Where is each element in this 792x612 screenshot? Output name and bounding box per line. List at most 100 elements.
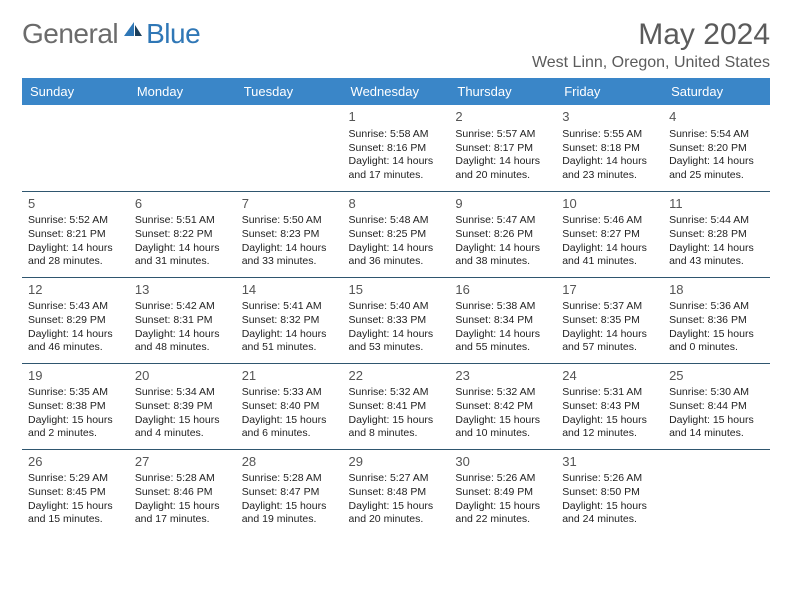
day-header: Friday xyxy=(556,78,663,105)
calendar-body: 1Sunrise: 5:58 AMSunset: 8:16 PMDaylight… xyxy=(22,105,770,535)
day-number: 12 xyxy=(28,282,123,299)
daylight-line2: and 33 minutes. xyxy=(242,255,337,269)
calendar-cell: 27Sunrise: 5:28 AMSunset: 8:46 PMDayligh… xyxy=(129,449,236,535)
daylight-line2: and 2 minutes. xyxy=(28,427,123,441)
calendar-cell: 5Sunrise: 5:52 AMSunset: 8:21 PMDaylight… xyxy=(22,191,129,277)
daylight-line1: Daylight: 14 hours xyxy=(135,328,230,342)
sunrise-text: Sunrise: 5:26 AM xyxy=(455,472,550,486)
sunrise-text: Sunrise: 5:34 AM xyxy=(135,386,230,400)
day-number: 30 xyxy=(455,454,550,471)
calendar-cell: 21Sunrise: 5:33 AMSunset: 8:40 PMDayligh… xyxy=(236,363,343,449)
day-number: 27 xyxy=(135,454,230,471)
day-header: Sunday xyxy=(22,78,129,105)
sunset-text: Sunset: 8:22 PM xyxy=(135,228,230,242)
day-number: 5 xyxy=(28,196,123,213)
calendar-cell: 24Sunrise: 5:31 AMSunset: 8:43 PMDayligh… xyxy=(556,363,663,449)
sunset-text: Sunset: 8:44 PM xyxy=(669,400,764,414)
day-number: 8 xyxy=(349,196,444,213)
day-number: 6 xyxy=(135,196,230,213)
sunset-text: Sunset: 8:32 PM xyxy=(242,314,337,328)
daylight-line1: Daylight: 15 hours xyxy=(242,500,337,514)
sunset-text: Sunset: 8:40 PM xyxy=(242,400,337,414)
daylight-line2: and 8 minutes. xyxy=(349,427,444,441)
daylight-line2: and 46 minutes. xyxy=(28,341,123,355)
sunrise-text: Sunrise: 5:46 AM xyxy=(562,214,657,228)
calendar-cell xyxy=(22,105,129,191)
day-number: 14 xyxy=(242,282,337,299)
sunset-text: Sunset: 8:49 PM xyxy=(455,486,550,500)
sunset-text: Sunset: 8:50 PM xyxy=(562,486,657,500)
calendar-cell: 15Sunrise: 5:40 AMSunset: 8:33 PMDayligh… xyxy=(343,277,450,363)
calendar-cell: 23Sunrise: 5:32 AMSunset: 8:42 PMDayligh… xyxy=(449,363,556,449)
sunset-text: Sunset: 8:42 PM xyxy=(455,400,550,414)
sunrise-text: Sunrise: 5:50 AM xyxy=(242,214,337,228)
calendar-cell xyxy=(236,105,343,191)
sunrise-text: Sunrise: 5:47 AM xyxy=(455,214,550,228)
daylight-line1: Daylight: 14 hours xyxy=(28,242,123,256)
day-header-row: Sunday Monday Tuesday Wednesday Thursday… xyxy=(22,78,770,105)
daylight-line2: and 12 minutes. xyxy=(562,427,657,441)
daylight-line2: and 17 minutes. xyxy=(135,513,230,527)
sunset-text: Sunset: 8:25 PM xyxy=(349,228,444,242)
calendar-cell: 3Sunrise: 5:55 AMSunset: 8:18 PMDaylight… xyxy=(556,105,663,191)
sunrise-text: Sunrise: 5:32 AM xyxy=(455,386,550,400)
day-header: Thursday xyxy=(449,78,556,105)
day-number: 26 xyxy=(28,454,123,471)
sunrise-text: Sunrise: 5:51 AM xyxy=(135,214,230,228)
calendar-cell: 10Sunrise: 5:46 AMSunset: 8:27 PMDayligh… xyxy=(556,191,663,277)
sunset-text: Sunset: 8:36 PM xyxy=(669,314,764,328)
daylight-line1: Daylight: 14 hours xyxy=(562,328,657,342)
calendar-cell: 17Sunrise: 5:37 AMSunset: 8:35 PMDayligh… xyxy=(556,277,663,363)
day-number: 1 xyxy=(349,109,444,126)
daylight-line2: and 20 minutes. xyxy=(349,513,444,527)
calendar-cell xyxy=(129,105,236,191)
day-number: 13 xyxy=(135,282,230,299)
page: General Blue May 2024 West Linn, Oregon,… xyxy=(0,0,792,545)
calendar-week-row: 5Sunrise: 5:52 AMSunset: 8:21 PMDaylight… xyxy=(22,191,770,277)
calendar-cell: 1Sunrise: 5:58 AMSunset: 8:16 PMDaylight… xyxy=(343,105,450,191)
sunset-text: Sunset: 8:39 PM xyxy=(135,400,230,414)
daylight-line2: and 15 minutes. xyxy=(28,513,123,527)
sunset-text: Sunset: 8:18 PM xyxy=(562,142,657,156)
calendar-cell: 14Sunrise: 5:41 AMSunset: 8:32 PMDayligh… xyxy=(236,277,343,363)
sunset-text: Sunset: 8:28 PM xyxy=(669,228,764,242)
sunrise-text: Sunrise: 5:41 AM xyxy=(242,300,337,314)
sunrise-text: Sunrise: 5:35 AM xyxy=(28,386,123,400)
daylight-line1: Daylight: 15 hours xyxy=(28,414,123,428)
day-number: 25 xyxy=(669,368,764,385)
daylight-line2: and 10 minutes. xyxy=(455,427,550,441)
day-number: 23 xyxy=(455,368,550,385)
sunrise-text: Sunrise: 5:54 AM xyxy=(669,128,764,142)
sunrise-text: Sunrise: 5:52 AM xyxy=(28,214,123,228)
daylight-line2: and 14 minutes. xyxy=(669,427,764,441)
day-header: Tuesday xyxy=(236,78,343,105)
sunset-text: Sunset: 8:29 PM xyxy=(28,314,123,328)
calendar-cell: 20Sunrise: 5:34 AMSunset: 8:39 PMDayligh… xyxy=(129,363,236,449)
sunrise-text: Sunrise: 5:38 AM xyxy=(455,300,550,314)
daylight-line1: Daylight: 14 hours xyxy=(562,242,657,256)
day-header: Monday xyxy=(129,78,236,105)
calendar-cell: 26Sunrise: 5:29 AMSunset: 8:45 PMDayligh… xyxy=(22,449,129,535)
daylight-line1: Daylight: 15 hours xyxy=(28,500,123,514)
sunset-text: Sunset: 8:43 PM xyxy=(562,400,657,414)
location: West Linn, Oregon, United States xyxy=(532,54,770,72)
day-number: 17 xyxy=(562,282,657,299)
calendar-cell xyxy=(663,449,770,535)
sunset-text: Sunset: 8:47 PM xyxy=(242,486,337,500)
calendar-week-row: 26Sunrise: 5:29 AMSunset: 8:45 PMDayligh… xyxy=(22,449,770,535)
daylight-line2: and 20 minutes. xyxy=(455,169,550,183)
sunrise-text: Sunrise: 5:27 AM xyxy=(349,472,444,486)
sunset-text: Sunset: 8:35 PM xyxy=(562,314,657,328)
calendar-cell: 28Sunrise: 5:28 AMSunset: 8:47 PMDayligh… xyxy=(236,449,343,535)
day-number: 4 xyxy=(669,109,764,126)
daylight-line1: Daylight: 15 hours xyxy=(135,500,230,514)
sunset-text: Sunset: 8:27 PM xyxy=(562,228,657,242)
day-number: 20 xyxy=(135,368,230,385)
sunrise-text: Sunrise: 5:43 AM xyxy=(28,300,123,314)
calendar-cell: 12Sunrise: 5:43 AMSunset: 8:29 PMDayligh… xyxy=(22,277,129,363)
sunset-text: Sunset: 8:33 PM xyxy=(349,314,444,328)
daylight-line2: and 25 minutes. xyxy=(669,169,764,183)
logo-text-blue: Blue xyxy=(146,18,200,50)
sunrise-text: Sunrise: 5:57 AM xyxy=(455,128,550,142)
calendar-cell: 13Sunrise: 5:42 AMSunset: 8:31 PMDayligh… xyxy=(129,277,236,363)
